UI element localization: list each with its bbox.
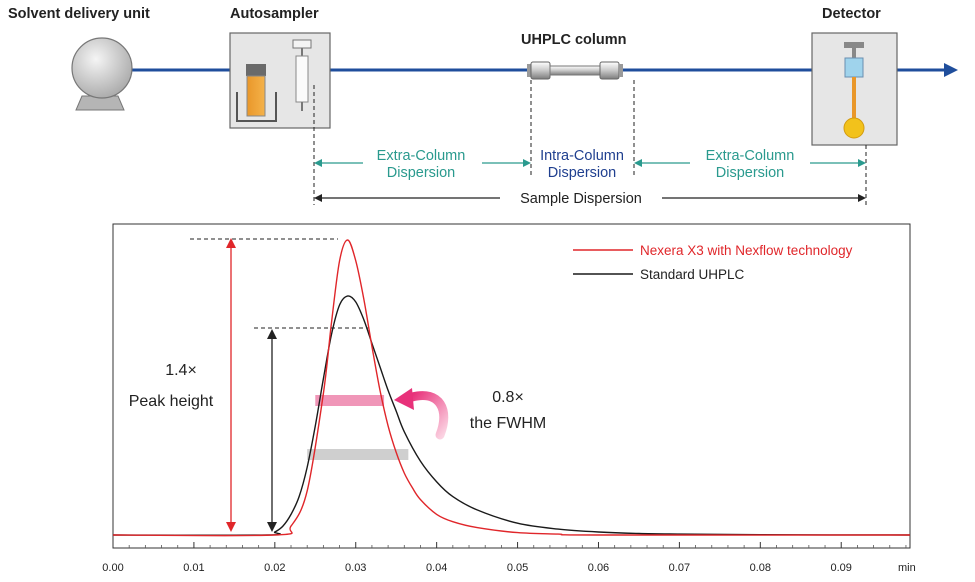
peak-height-annotation: 1.4× Peak height <box>129 238 368 532</box>
series-line-standard <box>112 295 911 536</box>
uhplc-column-label: UHPLC column <box>521 32 627 48</box>
detector-lamp-icon <box>843 117 865 139</box>
x-tick-label: 0.01 <box>183 562 204 574</box>
fwhm-value: 0.8× <box>492 389 524 406</box>
autosampler-label: Autosampler <box>230 6 319 22</box>
x-axis-ticks: 0.00 0.01 0.02 0.03 0.04 0.05 0.06 0.07 0.08 0.09 <box>102 542 907 574</box>
flow-arrowhead-icon <box>944 63 958 77</box>
fwhm-bar-nexera <box>315 395 385 406</box>
chart-series <box>112 239 911 537</box>
sample-dispersion-arrow <box>314 194 866 202</box>
sample-vial-icon <box>246 75 266 117</box>
x-tick-label: 0.06 <box>588 562 609 574</box>
x-tick-label: 0.02 <box>264 562 285 574</box>
uhplc-column-icon <box>527 61 623 80</box>
chromatogram-chart: 0.00 0.01 0.02 0.03 0.04 0.05 0.06 0.07 0.08 0.09… <box>102 223 916 574</box>
peak-height-label: Peak height <box>129 393 214 410</box>
x-tick-label: 0.09 <box>831 562 852 574</box>
curved-arrowhead-icon <box>394 388 414 410</box>
fwhm-label: the FWHM <box>470 415 546 432</box>
solvent-delivery-unit-label: Solvent delivery unit <box>8 6 150 22</box>
extra-column-right-line1: Extra-Column <box>706 148 795 164</box>
fwhm-bar-standard <box>307 449 409 460</box>
extra-column-right-arrow <box>634 159 866 167</box>
black-arrowhead-up-icon <box>267 329 277 339</box>
flow-cell-icon <box>844 57 864 78</box>
x-axis-unit-label: min <box>898 562 916 574</box>
red-arrowhead-up-icon <box>226 238 236 248</box>
detector-unit <box>811 32 898 146</box>
peak-height-value: 1.4× <box>165 362 197 379</box>
extra-column-left-line1: Extra-Column <box>377 148 466 164</box>
curved-arrow-icon <box>407 391 449 440</box>
intra-column-line2: Dispersion <box>548 165 617 181</box>
x-tick-label: 0.08 <box>750 562 771 574</box>
flow-diagram: Solvent delivery unit Autosampler UHPLC … <box>8 6 958 207</box>
extra-column-left-arrow <box>314 159 531 167</box>
x-tick-label: 0.03 <box>345 562 366 574</box>
x-tick-label: 0.05 <box>507 562 528 574</box>
dispersion-guides <box>313 80 867 205</box>
fwhm-bars <box>307 395 409 460</box>
solvent-pump-icon <box>71 37 133 111</box>
legend-label-nexera: Nexera X3 with Nexflow technology <box>640 243 853 258</box>
plot-frame <box>112 223 911 549</box>
extra-column-right-line2: Dispersion <box>716 165 785 181</box>
legend-label-standard: Standard UHPLC <box>640 267 745 282</box>
sample-dispersion-label: Sample Dispersion <box>520 191 642 207</box>
series-line-nexera <box>112 239 911 537</box>
x-tick-label: 0.00 <box>102 562 123 574</box>
x-tick-label: 0.04 <box>426 562 447 574</box>
black-arrowhead-down-icon <box>267 522 277 532</box>
vial-cap-icon <box>246 64 266 76</box>
x-tick-label: 0.07 <box>669 562 690 574</box>
legend: Nexera X3 with Nexflow technology Standa… <box>573 243 853 282</box>
autosampler-unit <box>229 32 331 129</box>
fwhm-annotation: 0.8× the FWHM <box>394 388 546 440</box>
syringe-icon <box>292 39 312 111</box>
detector-label: Detector <box>822 6 881 22</box>
red-arrowhead-down-icon <box>226 522 236 532</box>
vial-rack-icon <box>236 92 277 122</box>
intra-column-line1: Intra-Column <box>540 148 624 164</box>
extra-column-left-line2: Dispersion <box>387 165 456 181</box>
